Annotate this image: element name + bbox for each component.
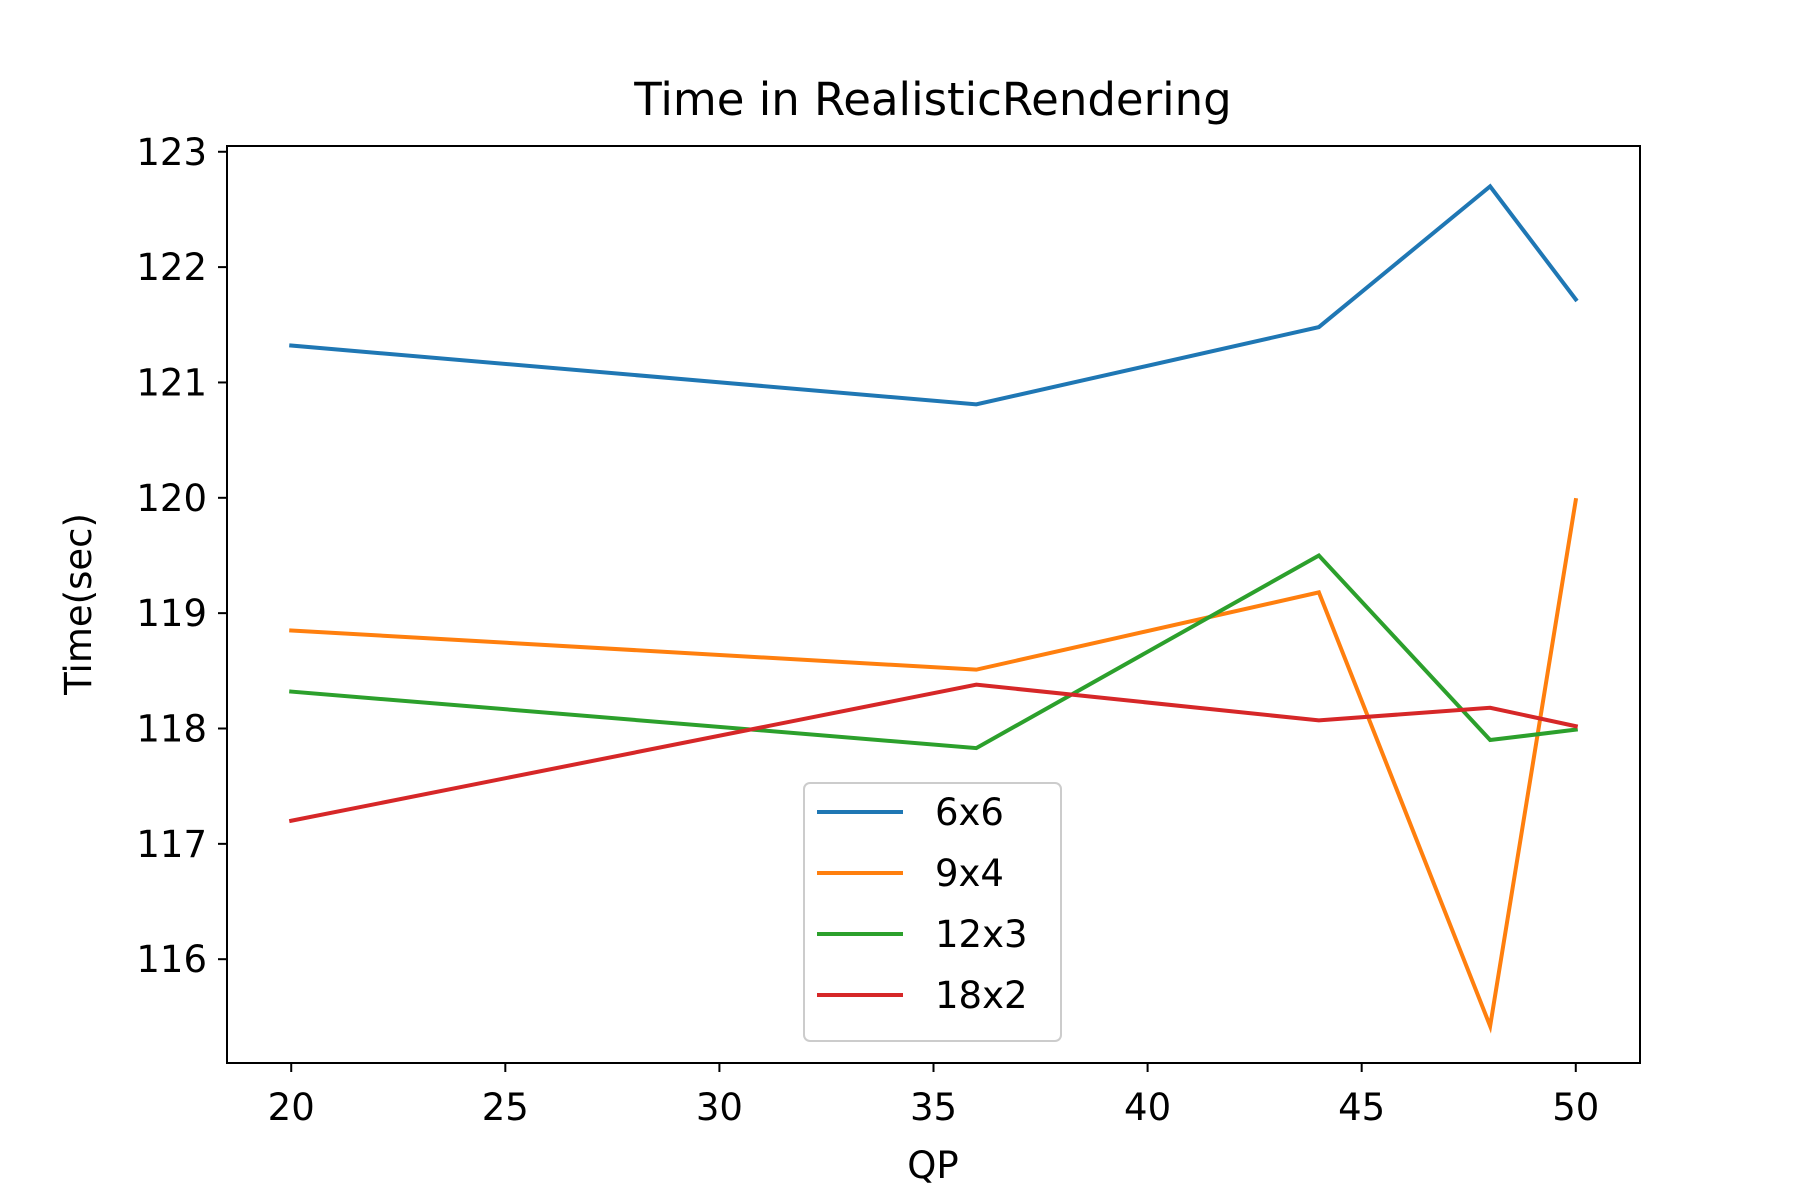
legend-box: [803, 782, 1062, 1042]
y-tick-label: 121: [136, 361, 207, 404]
x-tick-label: 45: [1338, 1086, 1385, 1129]
series-line-6x6: [289, 183, 1579, 407]
chart-title: Time in RealisticRendering: [633, 73, 1231, 126]
y-tick-label: 122: [136, 246, 207, 289]
x-tick-label: 25: [482, 1086, 529, 1129]
y-tick-label: 119: [136, 592, 207, 635]
y-tick-label: 123: [136, 131, 207, 174]
x-tick-label: 50: [1552, 1086, 1599, 1129]
legend: 6x6 9x4 12x3 18x2: [803, 782, 1062, 1042]
series-line-9x4: [289, 497, 1579, 1034]
legend-label-18x2: 18x2: [935, 974, 1028, 1017]
legend-label-9x4: 9x4: [935, 852, 1004, 895]
y-axis-label: Time(sec): [57, 513, 100, 696]
legend-items: 6x6 9x4 12x3 18x2: [817, 791, 1028, 1017]
legend-label-12x3: 12x3: [935, 913, 1028, 956]
x-axis-label: QP: [907, 1144, 958, 1187]
x-tick-label: 20: [268, 1086, 315, 1129]
x-axis: 20 25 30 35 40 45 50: [268, 1063, 1599, 1129]
y-axis: 116 117 118 119 120 121 122 123: [136, 131, 227, 981]
series-line-18x2: [288, 682, 1579, 824]
y-tick-label: 116: [136, 938, 207, 981]
x-tick-label: 30: [696, 1086, 743, 1129]
legend-label-6x6: 6x6: [935, 791, 1004, 834]
y-tick-label: 118: [136, 707, 207, 750]
y-tick-label: 117: [136, 823, 207, 866]
x-tick-label: 35: [910, 1086, 957, 1129]
y-tick-label: 120: [136, 477, 207, 520]
x-tick-label: 40: [1124, 1086, 1171, 1129]
plot-series: [288, 183, 1579, 1034]
